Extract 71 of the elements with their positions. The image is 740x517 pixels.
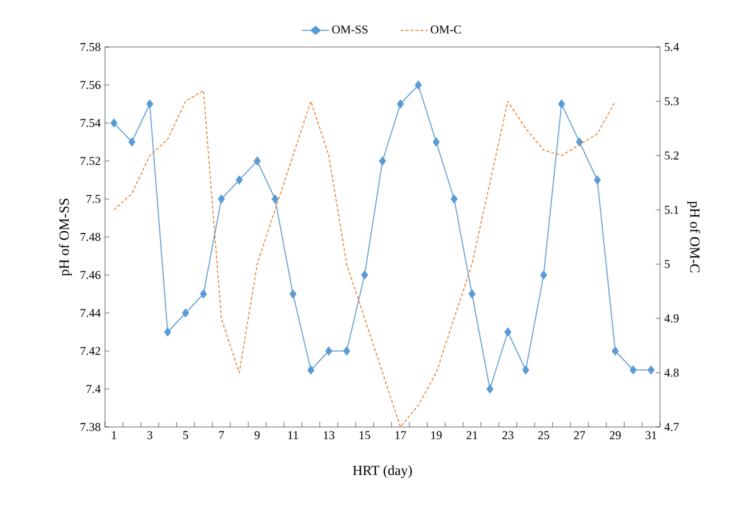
x-tick-label: 21 bbox=[466, 431, 478, 440]
x-tick-label: 5 bbox=[183, 431, 188, 440]
x-tick-label: 19 bbox=[431, 431, 442, 440]
point bbox=[396, 100, 404, 108]
point bbox=[272, 194, 279, 204]
x-tick-label: 11 bbox=[288, 431, 298, 440]
point bbox=[379, 156, 386, 166]
point bbox=[254, 156, 261, 166]
x-tick-label: 13 bbox=[324, 431, 334, 440]
x-tick-label: 15 bbox=[360, 431, 370, 440]
point bbox=[540, 270, 548, 280]
y-tick-label: 7.54 bbox=[80, 118, 101, 128]
point bbox=[648, 366, 655, 374]
point bbox=[576, 138, 583, 146]
point bbox=[325, 346, 332, 356]
point bbox=[594, 176, 601, 184]
point bbox=[486, 384, 494, 394]
x-tick-label: 25 bbox=[538, 431, 550, 440]
point bbox=[522, 366, 530, 374]
point bbox=[612, 346, 619, 356]
x-axis-title: HRT (day) bbox=[352, 465, 412, 478]
y-tick-label: 7.5 bbox=[86, 195, 100, 203]
point bbox=[343, 346, 350, 356]
point bbox=[361, 270, 368, 280]
y-tick-label: 7.42 bbox=[80, 346, 100, 356]
y2-tick-label: 4.9 bbox=[664, 314, 679, 322]
y2-axis-title: pH of OM-C bbox=[687, 201, 700, 272]
y2-tick-label: 5.1 bbox=[664, 206, 678, 214]
x-tick-label: 29 bbox=[610, 431, 621, 440]
point bbox=[558, 100, 566, 108]
y-tick-label: 7.4 bbox=[86, 384, 101, 394]
point bbox=[128, 138, 136, 146]
y2-tick-label: 5.4 bbox=[664, 42, 679, 52]
point bbox=[450, 194, 458, 204]
point bbox=[414, 80, 422, 90]
point bbox=[110, 118, 118, 128]
x-tick-label: 7 bbox=[219, 431, 224, 440]
y2-tick-label: 4.7 bbox=[664, 422, 679, 432]
point bbox=[164, 328, 172, 336]
y-tick-label: 7.38 bbox=[80, 422, 100, 432]
legend-label: OM-C bbox=[430, 25, 461, 34]
point bbox=[307, 366, 314, 374]
y2-tick-label: 5 bbox=[664, 260, 670, 268]
y2-tick-label: 4.8 bbox=[664, 368, 679, 377]
y-tick-label: 7.48 bbox=[80, 232, 100, 242]
y-tick-label: 7.58 bbox=[80, 42, 100, 52]
x-tick-label: 23 bbox=[502, 431, 514, 440]
point bbox=[289, 290, 296, 298]
y-axis-title: pH of OM-SS bbox=[58, 198, 72, 276]
point bbox=[236, 176, 243, 184]
x-tick-label: 17 bbox=[395, 431, 406, 440]
point bbox=[468, 290, 476, 298]
point bbox=[630, 366, 637, 374]
x-tick-label: 3 bbox=[147, 431, 152, 440]
point bbox=[200, 290, 207, 298]
point bbox=[432, 138, 440, 146]
x-tick-label: 9 bbox=[254, 431, 260, 440]
y-tick-label: 7.46 bbox=[80, 270, 100, 280]
point bbox=[146, 100, 154, 108]
point bbox=[218, 194, 225, 204]
x-tick-label: 31 bbox=[646, 431, 656, 440]
y-tick-label: 7.52 bbox=[80, 156, 100, 166]
point bbox=[504, 328, 512, 336]
x-tick-label: 27 bbox=[574, 431, 586, 440]
legend-label: OM-SS bbox=[332, 25, 368, 34]
x-tick-label: 1 bbox=[112, 431, 116, 440]
y-tick-label: 7.56 bbox=[80, 80, 100, 90]
y2-tick-label: 5.2 bbox=[664, 152, 678, 160]
y2-tick-label: 5.3 bbox=[664, 97, 679, 106]
y-tick-label: 7.44 bbox=[80, 308, 101, 318]
point bbox=[182, 308, 190, 318]
